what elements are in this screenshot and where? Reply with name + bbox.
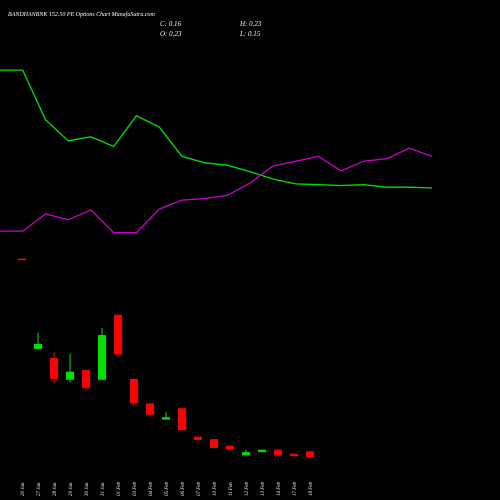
candle-body [50,357,58,379]
candle-body [178,408,186,431]
x-tick-label: 12 Feb [245,481,250,496]
x-tick-label: 11 Feb [229,482,234,496]
x-tick-label: 03 Feb [133,481,138,496]
candle-body [194,436,202,440]
candle-body [306,451,314,457]
x-tick-label: 28 Jan [53,482,58,496]
x-tick-label: 30 Jan [85,482,90,496]
x-tick-label: 31 Jan [101,482,106,496]
info-high: H: 0.23 [239,20,262,28]
chart-title: BANDHANBNK 152.50 PE Options Chart Munaf… [8,11,156,18]
candle-body [258,449,266,453]
candle-body [98,335,106,380]
x-tick-label: 20 Jan [21,482,26,496]
x-tick-label: 10 Feb [213,481,218,496]
x-tick-label: 06 Feb [181,481,186,496]
x-tick-label: 29 Jan [69,482,74,496]
candle-body [18,258,26,261]
candle-body [210,439,218,449]
candle-body [66,371,74,380]
x-tick-label: 27 Jan [37,482,42,496]
candle-body [226,445,234,450]
candle-body [146,403,154,415]
candle-body [34,344,42,349]
candle-body [130,378,138,404]
candle-body [82,370,90,388]
x-tick-label: 14 Feb [277,481,282,496]
x-tick-label: 05 Feb [165,481,170,496]
x-tick-label: 07 Feb [197,481,202,496]
candle-body [114,314,122,355]
indicator-line [0,147,433,234]
info-close: C: 0.16 [160,20,182,28]
x-tick-label: 04 Feb [149,481,154,496]
info-low: L: 0.15 [239,30,261,38]
x-tick-label: 17 Feb [293,481,298,496]
candle-body [274,449,282,456]
candle-body [290,453,298,457]
info-open: O: 0.23 [160,30,182,38]
candle-body [162,417,170,420]
x-tick-label: 18 Feb [309,481,314,496]
x-tick-label: 01 Feb [117,481,122,496]
x-tick-label: 13 Feb [261,481,266,496]
candle-body [242,452,250,456]
indicator-line [0,69,433,189]
